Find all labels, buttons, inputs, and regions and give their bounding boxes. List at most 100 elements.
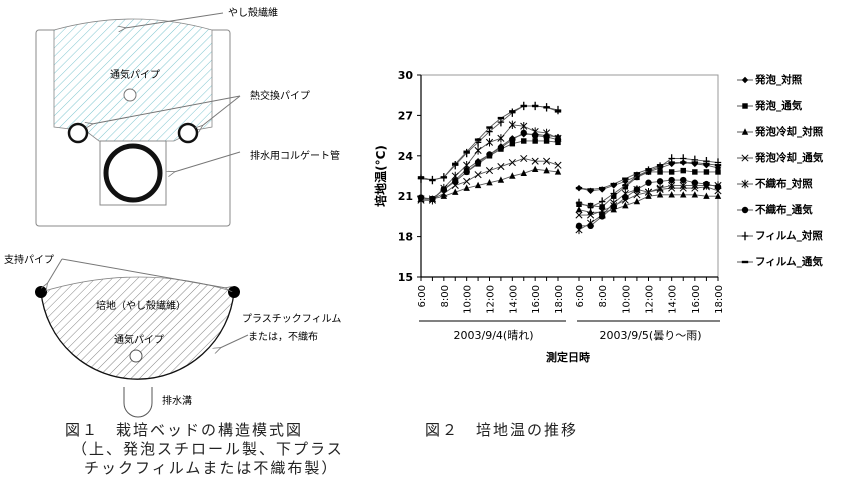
drain-box [99, 140, 167, 206]
data-point [440, 176, 448, 179]
data-point [680, 154, 687, 163]
legend-item: フィルム_対照 [735, 228, 823, 243]
data-point [509, 110, 516, 113]
data-point [520, 154, 528, 163]
data-point [668, 154, 675, 163]
data-point [575, 198, 583, 208]
data-point [575, 211, 583, 219]
vent-pipe-circle-bottom [129, 349, 143, 363]
data-point [645, 166, 652, 175]
x-tick-label: 6:00 [575, 285, 586, 307]
y-tick-label: 24 [398, 150, 414, 163]
data-point [656, 162, 664, 171]
data-point [656, 183, 664, 193]
x-tick-label: 8:00 [598, 285, 609, 307]
data-point [587, 211, 595, 219]
data-point [486, 151, 493, 158]
data-point [656, 191, 664, 198]
data-point [521, 138, 527, 144]
data-point [554, 161, 562, 169]
plot-area [420, 74, 719, 278]
data-point [440, 186, 448, 193]
legend-marker-icon [737, 179, 753, 188]
y-axis-label: 培地温(°C) [373, 145, 388, 207]
data-point [554, 136, 562, 143]
data-point [622, 177, 629, 180]
data-point [554, 168, 562, 175]
data-point [703, 180, 710, 188]
legend-item: 発泡_対照 [735, 72, 802, 87]
legend-item: 発泡冷却_通気 [735, 150, 823, 165]
data-point [645, 179, 652, 186]
data-point [532, 138, 538, 144]
corrugated-pipe [103, 143, 163, 203]
data-point [486, 126, 493, 129]
label-coir: やし殻繊維 [228, 8, 278, 19]
data-point [714, 183, 722, 190]
data-point [575, 222, 583, 230]
data-point [509, 172, 516, 179]
x-tick-label: 6:00 [417, 285, 428, 307]
data-point [703, 162, 710, 166]
data-point [520, 104, 527, 108]
legend-marker [741, 76, 749, 83]
legend-marker-icon [737, 76, 753, 83]
soil-temperature-chart: 15 18 21 24 27 30 培地温(°C) 測定日時 6:00 8:00 10:00 12:0… [373, 69, 725, 364]
x-tick-label: 10:00 [621, 285, 632, 314]
data-point [474, 159, 482, 166]
data-point [703, 192, 710, 199]
data-point [587, 222, 594, 230]
legend-marker-icon [737, 127, 753, 135]
data-point [633, 172, 641, 175]
data-point [575, 186, 583, 190]
legend-label: 不織布_通気 [755, 204, 813, 216]
data-point [474, 146, 482, 155]
data-point [622, 194, 629, 201]
legend-item: 不織布_対照 [735, 176, 813, 191]
x-tick-label: 16:00 [531, 285, 542, 314]
data-point [587, 188, 594, 191]
data-point [520, 121, 528, 131]
legend-label: 発泡冷却_対照 [755, 126, 824, 138]
data-point [474, 171, 482, 179]
data-point [598, 186, 606, 190]
data-point [531, 157, 539, 165]
legend-marker [741, 260, 749, 263]
legend-marker-icon [737, 102, 753, 109]
data-point [645, 168, 652, 171]
x-tick-label: 16:00 [691, 285, 702, 314]
y-tick-label: 15 [398, 271, 413, 284]
data-point [474, 181, 482, 189]
data-point [543, 133, 550, 141]
data-point [508, 120, 516, 130]
data-point [520, 129, 527, 137]
data-point [680, 191, 687, 198]
data-point [691, 191, 699, 198]
x-tick-label: 10:00 [463, 285, 474, 314]
data-point [599, 204, 605, 210]
data-point [714, 164, 722, 167]
heat-pipe-right [177, 122, 199, 144]
data-point [703, 169, 710, 175]
data-point [452, 161, 459, 170]
x-tick-label: 18:00 [554, 285, 565, 314]
vent-pipe-circle [123, 88, 137, 102]
x-tick-label: 8:00 [440, 285, 451, 307]
group-label: 2003/9/4(晴れ) [454, 329, 534, 342]
data-point [656, 178, 664, 185]
data-point [440, 192, 448, 199]
legend-item: 不織布_通気 [735, 202, 813, 217]
legend-marker-icon [737, 206, 753, 213]
data-point [497, 134, 505, 143]
data-point [598, 213, 606, 220]
label-vent-pipe: 通気パイプ [110, 70, 160, 81]
legend-marker-icon [737, 260, 753, 263]
legend-marker [741, 231, 749, 240]
data-point [668, 169, 675, 175]
data-point [633, 197, 641, 205]
medium-hatch [41, 277, 234, 380]
data-point [463, 161, 471, 170]
x-tick-label: 14:00 [508, 285, 519, 314]
legend-label: 発泡_通気 [755, 100, 803, 112]
